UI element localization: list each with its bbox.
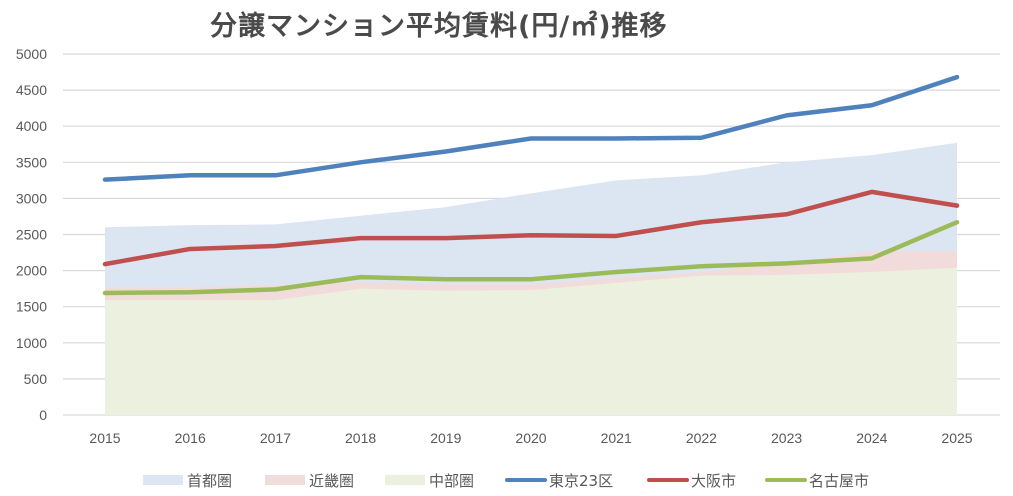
y-tick-label: 4000 <box>16 118 47 134</box>
legend-item-nagoya: 名古屋市 <box>765 468 869 492</box>
x-tick-label: 2024 <box>856 430 887 446</box>
legend-swatch-tokyo23 <box>505 478 547 482</box>
y-tick-label: 1000 <box>16 335 47 351</box>
x-tick-label: 2015 <box>89 430 120 446</box>
y-tick-label: 500 <box>24 371 48 387</box>
legend-swatch-osaka <box>647 478 689 482</box>
y-axis-ticks: 0 500 1000 1500 2000 2500 3000 3500 4000 4500 5000 <box>16 46 47 423</box>
legend-swatch-kinkiken <box>265 475 305 485</box>
x-tick-label: 2022 <box>686 430 717 446</box>
x-axis-ticks: 2015 2016 2017 2018 2019 2020 2021 2022 2023 2024… <box>89 430 972 446</box>
line-series-0 <box>102 74 960 182</box>
line-series-2 <box>102 219 960 296</box>
x-tick-label: 2021 <box>601 430 632 446</box>
x-tick-label: 2023 <box>771 430 802 446</box>
legend-swatch-chubuken <box>385 475 425 485</box>
legend-label-kinkiken: 近畿圏 <box>309 471 355 490</box>
legend-label-shutoken: 首都圏 <box>187 471 233 490</box>
chart-title: 分譲マンション平均賃料(円/㎡)推移 <box>210 11 668 42</box>
legend-swatch-nagoya <box>765 478 807 482</box>
x-tick-label: 2017 <box>260 430 291 446</box>
y-tick-label: 0 <box>39 407 47 423</box>
line-series-layer <box>102 74 960 296</box>
y-tick-label: 5000 <box>16 46 47 62</box>
legend-item-osaka: 大阪市 <box>647 468 736 492</box>
y-tick-label: 2000 <box>16 263 47 279</box>
y-tick-label: 3500 <box>16 154 47 170</box>
area-series-layer <box>105 142 957 415</box>
legend-label-osaka: 大阪市 <box>691 471 737 490</box>
legend-label-nagoya: 名古屋市 <box>809 471 870 490</box>
y-tick-label: 1500 <box>16 299 47 315</box>
legend-swatch-shutoken <box>143 475 183 485</box>
y-tick-label: 3000 <box>16 190 47 206</box>
legend: 首都圏 近畿圏 中部圏 東京23区 大阪市 名古屋市 <box>0 468 1013 492</box>
legend-label-tokyo23: 東京23区 <box>549 471 614 490</box>
line-series-1 <box>102 189 960 267</box>
x-tick-label: 2025 <box>941 430 972 446</box>
legend-label-chubuken: 中部圏 <box>429 471 475 490</box>
x-tick-label: 2018 <box>345 430 376 446</box>
x-tick-label: 2020 <box>515 430 546 446</box>
y-tick-label: 2500 <box>16 227 47 243</box>
y-tick-label: 4500 <box>16 82 47 98</box>
legend-item-shutoken: 首都圏 <box>143 468 232 492</box>
legend-item-chubuken: 中部圏 <box>385 468 474 492</box>
x-tick-label: 2019 <box>430 430 461 446</box>
legend-item-kinkiken: 近畿圏 <box>265 468 354 492</box>
legend-item-tokyo23: 東京23区 <box>505 468 613 492</box>
area-series-2 <box>105 267 957 415</box>
x-tick-label: 2016 <box>175 430 206 446</box>
